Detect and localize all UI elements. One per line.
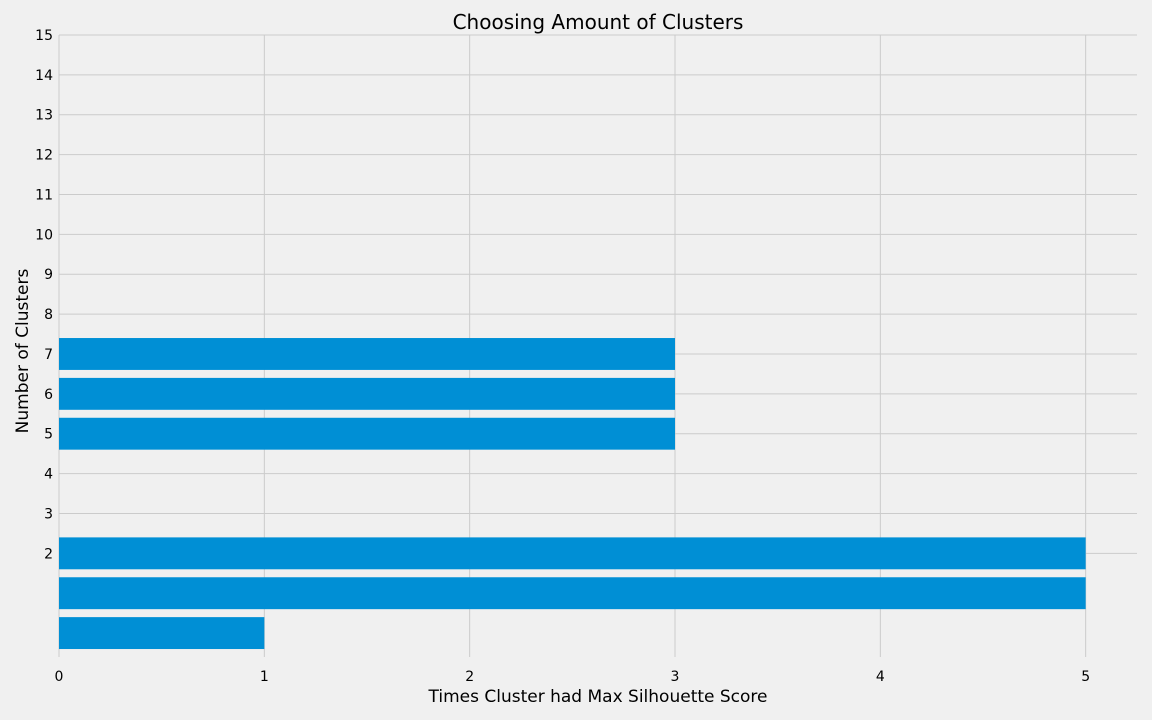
bar xyxy=(59,338,675,370)
y-axis-label: Number of Clusters xyxy=(13,269,33,434)
y-tick-label: 6 xyxy=(44,387,53,403)
y-tick-label: 12 xyxy=(35,148,53,164)
y-tick-label: 13 xyxy=(35,108,53,124)
x-tick-label: 1 xyxy=(260,669,269,685)
x-tick-label: 0 xyxy=(55,669,64,685)
y-tick-label: 3 xyxy=(44,506,53,522)
y-tick-label: 7 xyxy=(44,347,53,363)
y-tick-label: 15 xyxy=(35,28,53,44)
bars xyxy=(59,338,1086,650)
y-tick-label: 9 xyxy=(44,267,53,283)
bar xyxy=(59,577,1086,610)
x-tick-label: 4 xyxy=(876,669,885,685)
y-axis-ticks: 2 3 4 5 6 7 8 9 10 11 12 13 14 15 xyxy=(35,28,53,562)
x-tick-label: 2 xyxy=(465,669,474,685)
x-axis-ticks: 0 1 2 3 4 5 xyxy=(55,669,1091,685)
y-tick-label: 10 xyxy=(35,227,53,243)
y-tick-label: 2 xyxy=(44,546,53,562)
bar xyxy=(59,537,1086,570)
y-tick-label: 4 xyxy=(44,467,53,483)
y-tick-label: 5 xyxy=(44,427,53,443)
x-tick-label: 3 xyxy=(671,669,680,685)
y-tick-label: 8 xyxy=(44,307,53,323)
x-axis-label: Times Cluster had Max Silhouette Score xyxy=(428,687,768,707)
bar xyxy=(59,377,675,410)
chart-title: Choosing Amount of Clusters xyxy=(453,10,744,34)
x-tick-label: 5 xyxy=(1081,669,1090,685)
bar xyxy=(59,617,265,650)
y-tick-label: 11 xyxy=(35,187,53,203)
y-tick-label: 14 xyxy=(35,68,53,84)
bar xyxy=(59,417,675,450)
